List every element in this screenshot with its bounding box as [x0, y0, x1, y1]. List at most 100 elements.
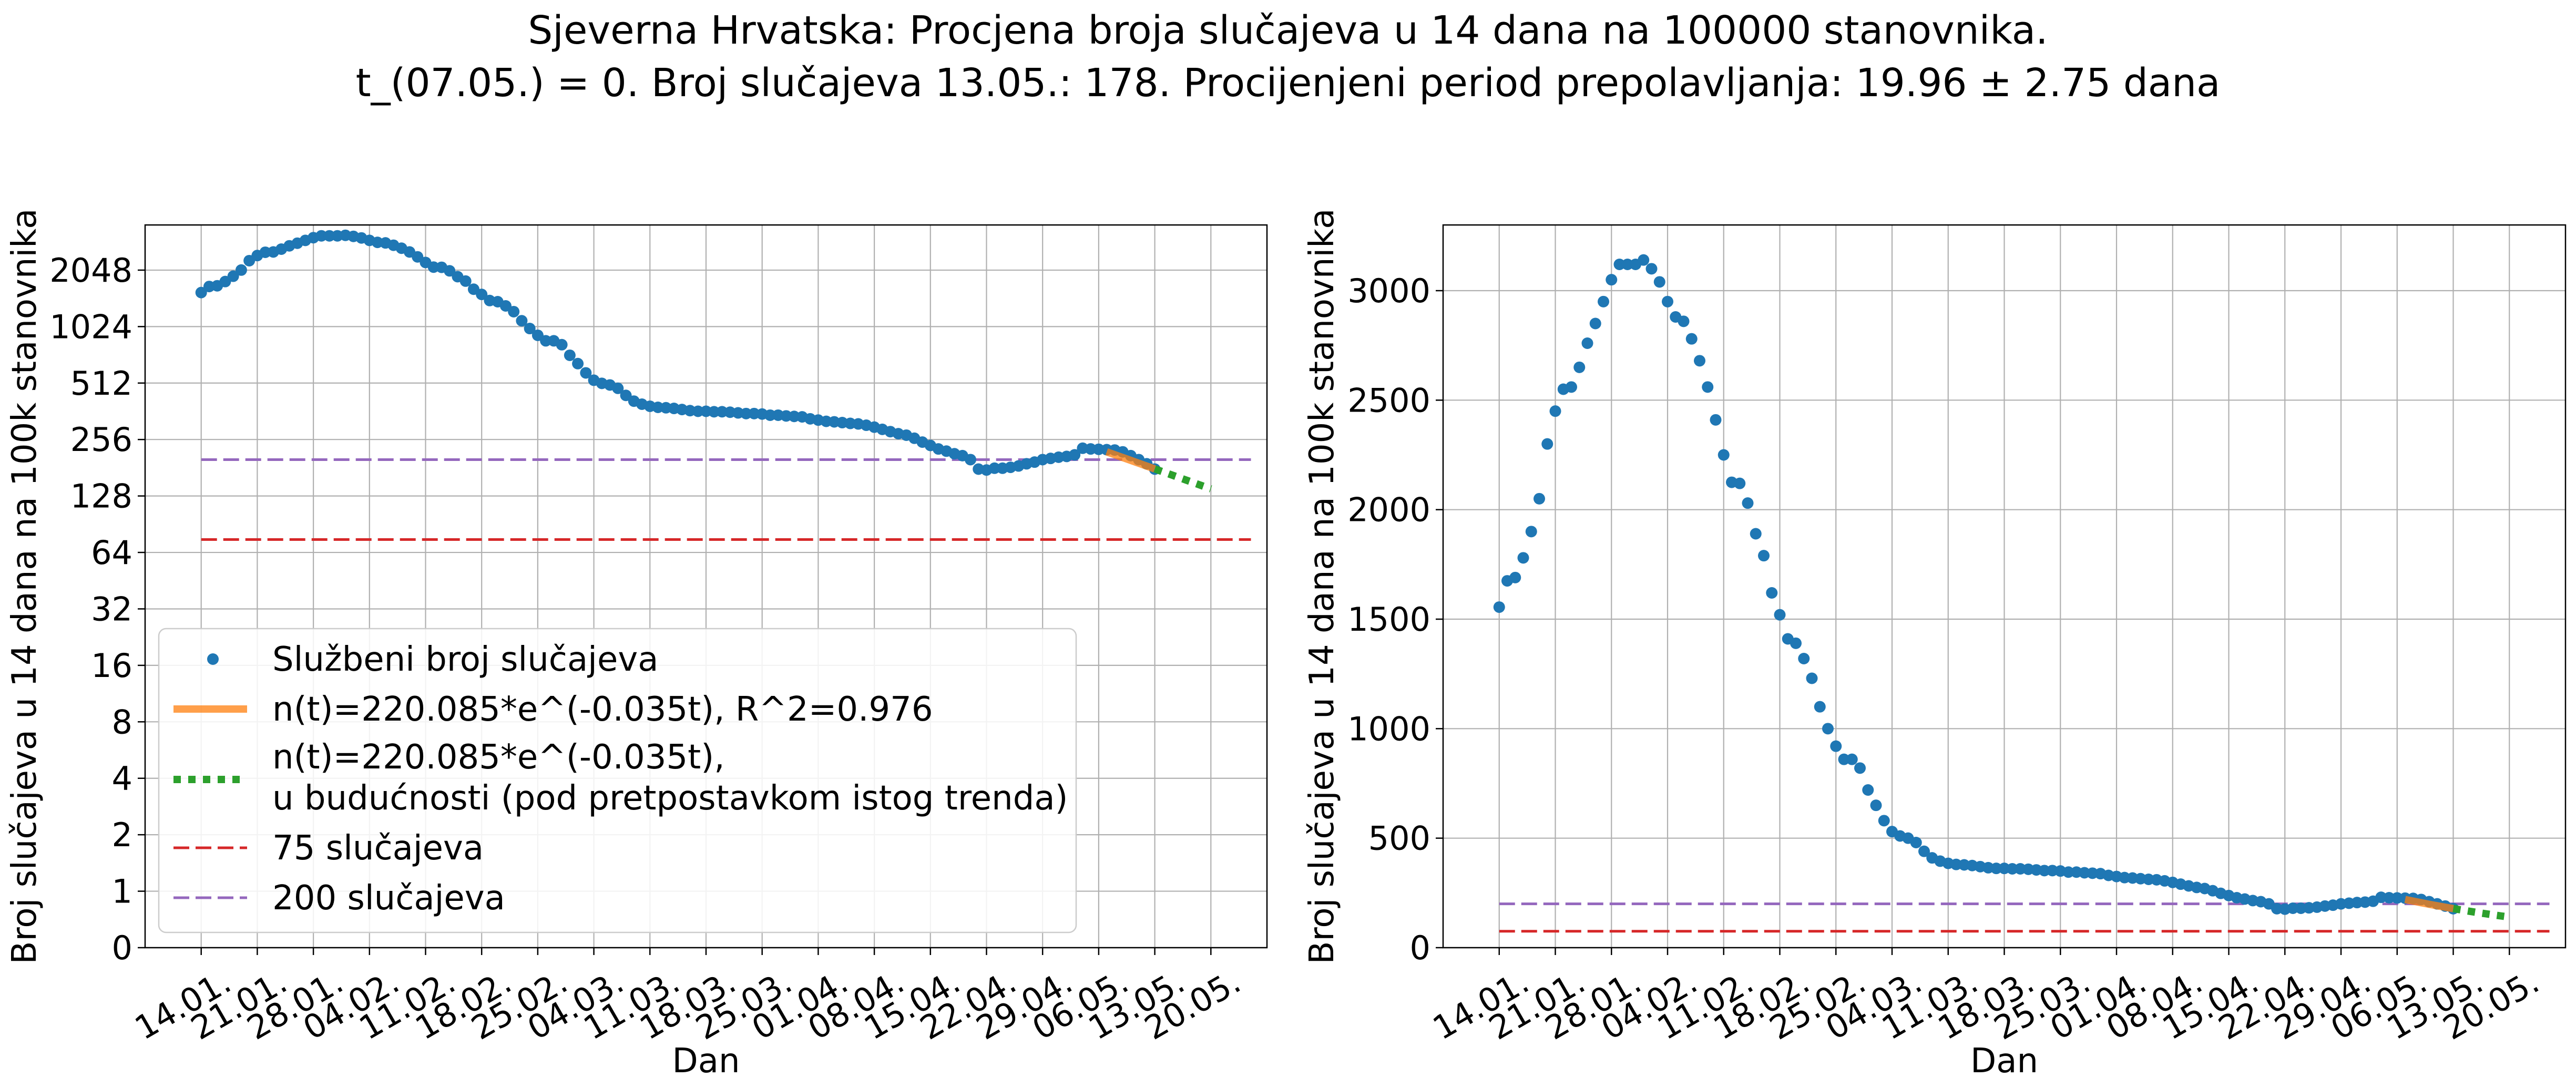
data-point — [1758, 550, 1770, 562]
data-point — [1653, 276, 1665, 288]
y-tick-label: 0 — [112, 929, 132, 967]
data-point — [1685, 333, 1698, 345]
data-point — [1606, 274, 1618, 286]
data-point — [1678, 315, 1690, 327]
data-point — [988, 462, 1000, 474]
data-point — [1750, 528, 1762, 540]
y-tick-label: 8 — [112, 703, 132, 741]
data-point — [1613, 259, 1626, 270]
data-point — [740, 407, 752, 419]
y-tick-label: 64 — [91, 533, 132, 572]
y-tick-label: 128 — [70, 477, 132, 516]
data-point — [427, 261, 439, 273]
data-point — [1918, 845, 1930, 857]
data-point — [1517, 552, 1529, 564]
title-line-1: Sjeverna Hrvatska: Procjena broja slučaj… — [528, 8, 2048, 53]
data-point — [965, 454, 977, 466]
legend-label: n(t)=220.085*e^(-0.035t), — [272, 738, 725, 777]
legend-label: n(t)=220.085*e^(-0.035t), R^2=0.976 — [272, 690, 933, 729]
data-point — [1525, 526, 1537, 538]
data-point — [524, 323, 536, 335]
data-point — [499, 300, 512, 312]
data-point — [1589, 317, 1601, 330]
data-point — [1774, 609, 1786, 621]
y-tick-label: 1024 — [49, 307, 132, 346]
y-tick-label: 512 — [70, 364, 132, 403]
y-tick-label: 2048 — [49, 251, 132, 290]
y-tick-label: 32 — [91, 590, 132, 628]
data-point — [1742, 497, 1754, 509]
y-tick-label: 16 — [91, 646, 132, 685]
legend-label: 75 slučajeva — [272, 829, 484, 868]
data-point — [572, 357, 584, 369]
data-point — [1694, 355, 1705, 367]
legend: Službeni broj slučajeva n(t)=220.085*e^(-… — [158, 628, 1077, 933]
data-point — [1509, 571, 1521, 583]
data-point — [1069, 449, 1081, 461]
official-series — [195, 229, 1161, 476]
data-point — [1766, 587, 1778, 599]
data-point — [315, 230, 328, 242]
chart-panel-right: 14.01.21.01.28.01.04.02.11.02.18.02.25.0… — [1303, 209, 2567, 1081]
fit-line — [1105, 448, 1156, 473]
chart-title: Sjeverna Hrvatska: Procjena broja slučaj… — [0, 4, 2576, 109]
y-tick-label: 256 — [70, 420, 132, 459]
y-tick-label: 1500 — [1347, 600, 1430, 639]
data-point — [692, 405, 704, 417]
data-point — [1549, 405, 1561, 417]
title-line-2: t_(07.05.) = 0. Broj slučajeva 13.05.: 1… — [355, 60, 2221, 106]
data-point — [195, 286, 207, 299]
data-point — [459, 275, 472, 287]
data-point — [1910, 837, 1922, 848]
data-point — [1790, 637, 1802, 649]
legend-box — [158, 628, 1077, 933]
data-point — [1581, 337, 1593, 349]
data-point — [2062, 866, 2074, 878]
data-point — [708, 406, 720, 418]
data-point — [1830, 740, 1842, 752]
data-point — [1854, 762, 1866, 774]
data-point — [1990, 863, 2002, 875]
fit-line — [2404, 896, 2454, 912]
y-tick-label: 2000 — [1347, 491, 1430, 529]
data-point — [612, 382, 624, 394]
legend-label: Službeni broj slučajeva — [272, 640, 658, 679]
grid — [1443, 225, 2565, 949]
y-tick-label: 1 — [112, 873, 132, 911]
data-point — [1638, 254, 1650, 266]
data-point — [1878, 815, 1890, 827]
data-point — [1718, 449, 1730, 461]
x-axis-label: Dan — [672, 1042, 740, 1081]
data-point — [1806, 672, 1818, 684]
y-tick-label: 0 — [1410, 929, 1430, 967]
data-point — [1598, 295, 1609, 307]
y-tick-label: 2 — [112, 816, 132, 854]
chart-panel-left: 14.01.21.01.28.01.04.02.11.02.18.02.25.0… — [5, 209, 1268, 1081]
data-point — [412, 251, 424, 263]
official-series — [1493, 254, 2459, 915]
data-point — [1822, 723, 1834, 735]
y-axis-label: Broj slučajeva u 14 dana na 100k stanovn… — [1303, 209, 1342, 964]
data-point — [1710, 414, 1722, 426]
data-point — [1798, 653, 1810, 664]
data-point — [1814, 701, 1826, 713]
data-point — [1493, 601, 1505, 613]
data-point — [620, 389, 632, 402]
data-point — [323, 230, 335, 242]
data-point — [1838, 753, 1850, 765]
y-tick-label: 500 — [1368, 819, 1430, 858]
legend-marker-official — [207, 653, 219, 665]
data-point — [580, 367, 592, 379]
data-point — [2038, 865, 2050, 877]
data-point — [1541, 438, 1553, 450]
data-point — [1566, 381, 1577, 393]
data-point — [1662, 295, 1673, 307]
data-point — [1534, 492, 1545, 505]
data-point — [2006, 863, 2018, 875]
data-point — [1862, 784, 1874, 796]
data-point — [1573, 361, 1586, 373]
y-tick-label: 3000 — [1347, 272, 1430, 310]
data-point — [1702, 381, 1714, 393]
y-axis-label: Broj slučajeva u 14 dana na 100k stanovn… — [5, 209, 44, 964]
data-point — [444, 265, 456, 277]
